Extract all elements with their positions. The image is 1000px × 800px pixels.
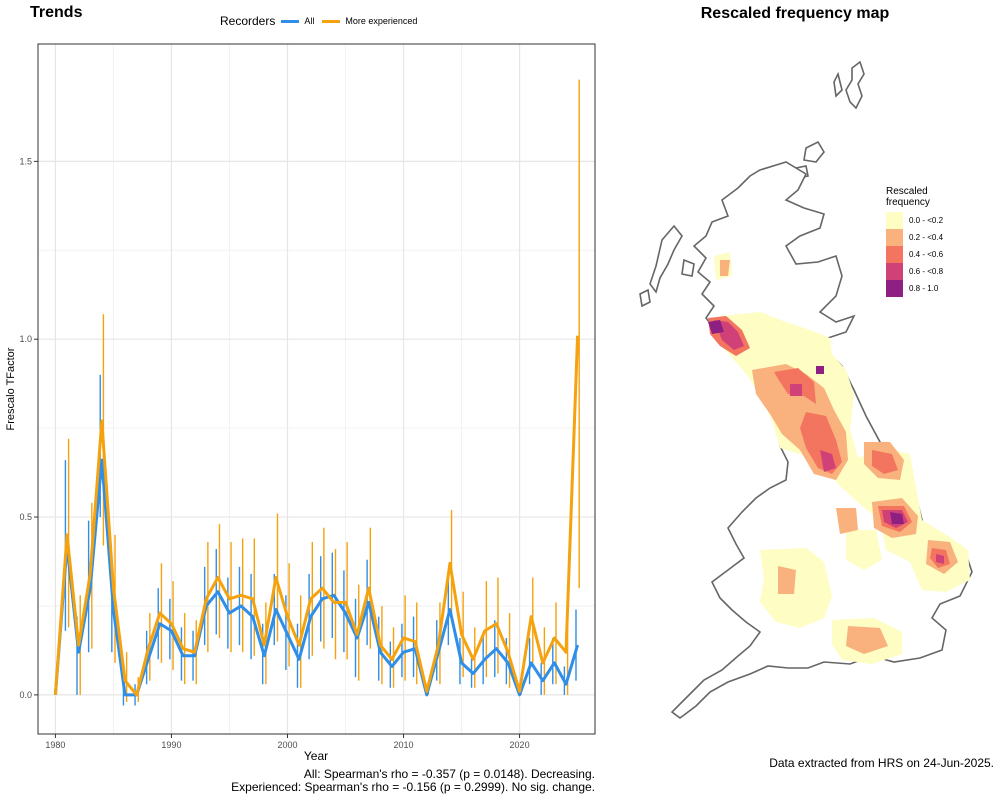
trends-title: Trends	[30, 4, 83, 21]
legend-swatch-all	[281, 19, 300, 23]
series-line-more-experienced	[53, 335, 580, 697]
map-legend-class-0: 0.0 - <0.2	[886, 212, 943, 229]
map-legend: Rescaled frequency 0.0 - <0.2 0.2 - <0.4…	[886, 186, 943, 297]
legend-item-all: All	[281, 16, 314, 26]
map-hebrides	[639, 224, 695, 308]
map-frequency-cells	[708, 252, 970, 664]
frequency-map	[639, 60, 973, 719]
chart-legend: Recorders All More experienced	[220, 12, 425, 30]
x-axis-label: Year	[304, 749, 328, 763]
x-tick-label: 2010	[394, 740, 414, 750]
map-legend-label-0: 0.0 - <0.2	[909, 216, 944, 225]
x-tick-label: 1990	[161, 740, 181, 750]
y-axis-label: Frescalo TFactor	[5, 347, 17, 430]
series-line-all	[53, 458, 580, 697]
data-note: Data extracted from HRS on 24-Jun-2025.	[769, 756, 994, 770]
y-tick-label: 1.0	[19, 334, 32, 344]
legend-swatch-experienced	[322, 19, 341, 23]
map-legend-class-2: 0.4 - <0.6	[886, 246, 943, 263]
legend-item-experienced: More experienced	[322, 16, 417, 26]
map-legend-class-4: 0.8 - 1.0	[886, 280, 943, 297]
trend-stats: All: Spearman's rho = -0.357 (p = 0.0148…	[150, 768, 595, 794]
map-legend-label-1: 0.2 - <0.4	[909, 233, 944, 242]
y-tick-label: 1.5	[19, 156, 32, 166]
map-legend-title: Rescaled frequency	[886, 186, 943, 208]
trends-chart: 1980 1990 2000 2010 2020 0.0 0.5 1.0 1.5 Frescal…	[5, 43, 596, 763]
x-tick-label: 2000	[277, 740, 297, 750]
stats-all: All: Spearman's rho = -0.357 (p = 0.0148…	[303, 767, 595, 781]
map-legend-label-2: 0.4 - <0.6	[909, 250, 944, 259]
map-legend-swatch-3	[886, 263, 903, 280]
map-legend-title-line1: Rescaled	[886, 186, 928, 197]
plot-border	[37, 43, 596, 735]
map-legend-swatch-4	[886, 280, 903, 297]
map-legend-label-4: 0.8 - 1.0	[909, 284, 939, 293]
map-legend-swatch-2	[886, 246, 903, 263]
y-tick-label: 0.5	[19, 512, 32, 522]
map-legend-label-3: 0.6 - <0.8	[909, 267, 944, 276]
map-legend-class-3: 0.6 - <0.8	[886, 263, 943, 280]
legend-label-all: All	[304, 16, 315, 26]
map-title: Rescaled frequency map	[700, 5, 890, 22]
x-tick-label: 2020	[510, 740, 530, 750]
map-legend-swatch-0	[886, 212, 903, 229]
x-tick-label: 1980	[45, 740, 65, 750]
map-shetland	[833, 60, 865, 110]
legend-label-experienced: More experienced	[345, 16, 418, 26]
stats-experienced: Experienced: Spearman's rho = -0.156 (p …	[231, 780, 595, 794]
map-legend-swatch-1	[886, 229, 903, 246]
legend-title: Recorders	[220, 14, 276, 28]
map-legend-title-line2: frequency	[886, 197, 930, 208]
y-tick-label: 0.0	[19, 690, 32, 700]
map-legend-class-1: 0.2 - <0.4	[886, 229, 943, 246]
